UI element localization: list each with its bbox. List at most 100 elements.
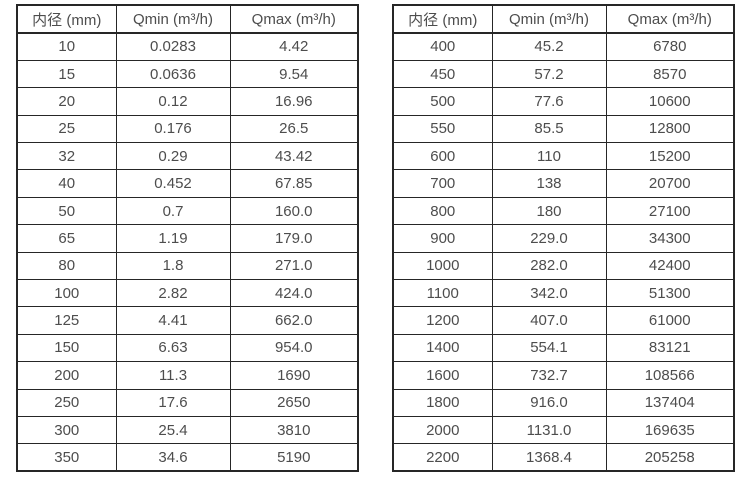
table-body: 400 45.2 6780 450 57.2 8570 500 77.6 10600 550 85.… (392, 32, 735, 472)
table-row: 800 180 27100 (392, 196, 735, 226)
header-row: 内径 (mm) Qmin (m³/h) Qmax (m³/h) (16, 4, 359, 34)
cell-qmin: 110 (491, 142, 607, 171)
cell-qmin: 180 (491, 196, 607, 226)
cell-diameter: 32 (16, 142, 117, 171)
cell-diameter: 150 (16, 333, 117, 363)
cell-diameter: 1800 (392, 388, 493, 417)
cell-diameter: 200 (16, 361, 117, 390)
cell-diameter: 1200 (392, 306, 493, 335)
cell-diameter: 125 (16, 306, 117, 335)
cell-diameter: 10 (16, 32, 117, 61)
header-qmin: Qmin (m³/h) (491, 4, 607, 34)
cell-qmin: 0.12 (115, 87, 231, 116)
cell-diameter: 500 (392, 87, 493, 116)
cell-qmax: 424.0 (229, 279, 359, 308)
cell-diameter: 900 (392, 224, 493, 253)
cell-qmax: 179.0 (229, 224, 359, 253)
table-row: 1600 732.7 108566 (392, 361, 735, 390)
cell-qmax: 83121 (605, 333, 735, 363)
table-row: 550 85.5 12800 (392, 114, 735, 144)
table-row: 700 138 20700 (392, 169, 735, 198)
cell-qmin: 0.452 (115, 169, 231, 198)
cell-qmax: 662.0 (229, 306, 359, 335)
cell-qmin: 342.0 (491, 279, 607, 308)
table-row: 65 1.19 179.0 (16, 224, 359, 253)
table-row: 25 0.176 26.5 (16, 114, 359, 144)
header-diameter: 内径 (mm) (392, 4, 493, 34)
cell-qmax: 6780 (605, 32, 735, 61)
cell-qmin: 1131.0 (491, 415, 607, 445)
table-row: 1000 282.0 42400 (392, 251, 735, 281)
cell-diameter: 400 (392, 32, 493, 61)
header-row: 内径 (mm) Qmin (m³/h) Qmax (m³/h) (392, 4, 735, 34)
cell-qmax: 20700 (605, 169, 735, 198)
cell-qmin: 0.29 (115, 142, 231, 171)
cell-diameter: 700 (392, 169, 493, 198)
cell-qmax: 954.0 (229, 333, 359, 363)
cell-qmax: 4.42 (229, 32, 359, 61)
table-header: 内径 (mm) Qmin (m³/h) Qmax (m³/h) (392, 4, 735, 34)
cell-diameter: 1400 (392, 333, 493, 363)
table-row: 150 6.63 954.0 (16, 333, 359, 363)
cell-qmin: 85.5 (491, 114, 607, 144)
table-row: 10 0.0283 4.42 (16, 32, 359, 61)
table-row: 80 1.8 271.0 (16, 251, 359, 281)
cell-qmax: 205258 (605, 443, 735, 472)
cell-qmax: 169635 (605, 415, 735, 445)
cell-qmin: 34.6 (115, 443, 231, 472)
table-row: 900 229.0 34300 (392, 224, 735, 253)
cell-qmin: 25.4 (115, 415, 231, 445)
cell-diameter: 65 (16, 224, 117, 253)
cell-diameter: 2000 (392, 415, 493, 445)
table-row: 1800 916.0 137404 (392, 388, 735, 417)
cell-qmax: 43.42 (229, 142, 359, 171)
header-diameter: 内径 (mm) (16, 4, 117, 34)
table-row: 450 57.2 8570 (392, 59, 735, 89)
flow-table-large-diameters: 内径 (mm) Qmin (m³/h) Qmax (m³/h) 400 45.2 6… (392, 4, 735, 473)
table-row: 1400 554.1 83121 (392, 333, 735, 363)
cell-qmin: 0.7 (115, 196, 231, 226)
cell-qmin: 229.0 (491, 224, 607, 253)
cell-qmax: 137404 (605, 388, 735, 417)
cell-diameter: 550 (392, 114, 493, 144)
cell-qmax: 108566 (605, 361, 735, 390)
cell-diameter: 50 (16, 196, 117, 226)
cell-diameter: 800 (392, 196, 493, 226)
cell-diameter: 250 (16, 388, 117, 417)
table-row: 1200 407.0 61000 (392, 306, 735, 335)
cell-qmax: 8570 (605, 59, 735, 89)
header-qmin: Qmin (m³/h) (115, 4, 231, 34)
table-row: 2000 1131.0 169635 (392, 415, 735, 445)
cell-qmax: 27100 (605, 196, 735, 226)
table-row: 125 4.41 662.0 (16, 306, 359, 335)
cell-qmin: 11.3 (115, 361, 231, 390)
cell-qmax: 9.54 (229, 59, 359, 89)
table-row: 250 17.6 2650 (16, 388, 359, 417)
cell-qmin: 0.0636 (115, 59, 231, 89)
cell-qmin: 407.0 (491, 306, 607, 335)
cell-qmax: 160.0 (229, 196, 359, 226)
cell-qmin: 57.2 (491, 59, 607, 89)
header-qmax: Qmax (m³/h) (605, 4, 735, 34)
table-row: 500 77.6 10600 (392, 87, 735, 116)
cell-qmin: 732.7 (491, 361, 607, 390)
cell-qmin: 4.41 (115, 306, 231, 335)
cell-diameter: 300 (16, 415, 117, 445)
cell-diameter: 1600 (392, 361, 493, 390)
cell-qmax: 51300 (605, 279, 735, 308)
cell-qmin: 45.2 (491, 32, 607, 61)
table-row: 350 34.6 5190 (16, 443, 359, 472)
cell-qmin: 0.176 (115, 114, 231, 144)
cell-qmax: 15200 (605, 142, 735, 171)
cell-diameter: 20 (16, 87, 117, 116)
cell-qmin: 2.82 (115, 279, 231, 308)
cell-qmax: 2650 (229, 388, 359, 417)
table-row: 32 0.29 43.42 (16, 142, 359, 171)
table-row: 1100 342.0 51300 (392, 279, 735, 308)
cell-diameter: 2200 (392, 443, 493, 472)
cell-qmax: 26.5 (229, 114, 359, 144)
table-row: 2200 1368.4 205258 (392, 443, 735, 472)
table-row: 40 0.452 67.85 (16, 169, 359, 198)
cell-diameter: 1100 (392, 279, 493, 308)
